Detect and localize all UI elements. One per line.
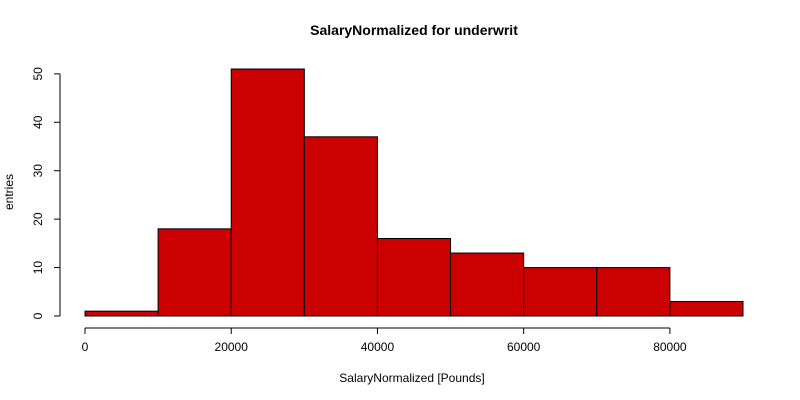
histogram-bar — [84, 310, 159, 317]
y-tick-label: 50 — [31, 67, 45, 81]
x-tick-label: 20000 — [215, 340, 249, 354]
y-tick-label: 30 — [31, 164, 45, 178]
x-axis: 0 20000 40000 60000 80000 — [82, 327, 687, 354]
y-axis: 0 10 20 30 40 50 — [31, 67, 61, 319]
y-tick-label: 0 — [31, 312, 45, 319]
bars-group — [84, 68, 744, 317]
histogram-bar — [450, 252, 525, 317]
histogram-bar — [230, 68, 305, 317]
x-tick-label: 0 — [82, 340, 89, 354]
histogram-bar — [596, 267, 671, 317]
x-tick-label: 80000 — [653, 340, 687, 354]
y-tick-label: 20 — [31, 212, 45, 226]
x-axis-label: SalaryNormalized [Pounds] — [339, 371, 484, 385]
x-tick-label: 40000 — [361, 340, 395, 354]
histogram-bar — [376, 238, 452, 317]
histogram-bar — [303, 136, 378, 317]
histogram-bar — [523, 267, 598, 317]
y-axis-label: entries — [2, 174, 16, 210]
y-tick-label: 40 — [31, 115, 45, 129]
histogram-bar — [669, 300, 744, 317]
chart-title: SalaryNormalized for underwrit — [310, 22, 518, 38]
histogram-bar — [157, 228, 232, 317]
y-tick-label: 10 — [31, 261, 45, 275]
x-tick-label: 60000 — [507, 340, 541, 354]
